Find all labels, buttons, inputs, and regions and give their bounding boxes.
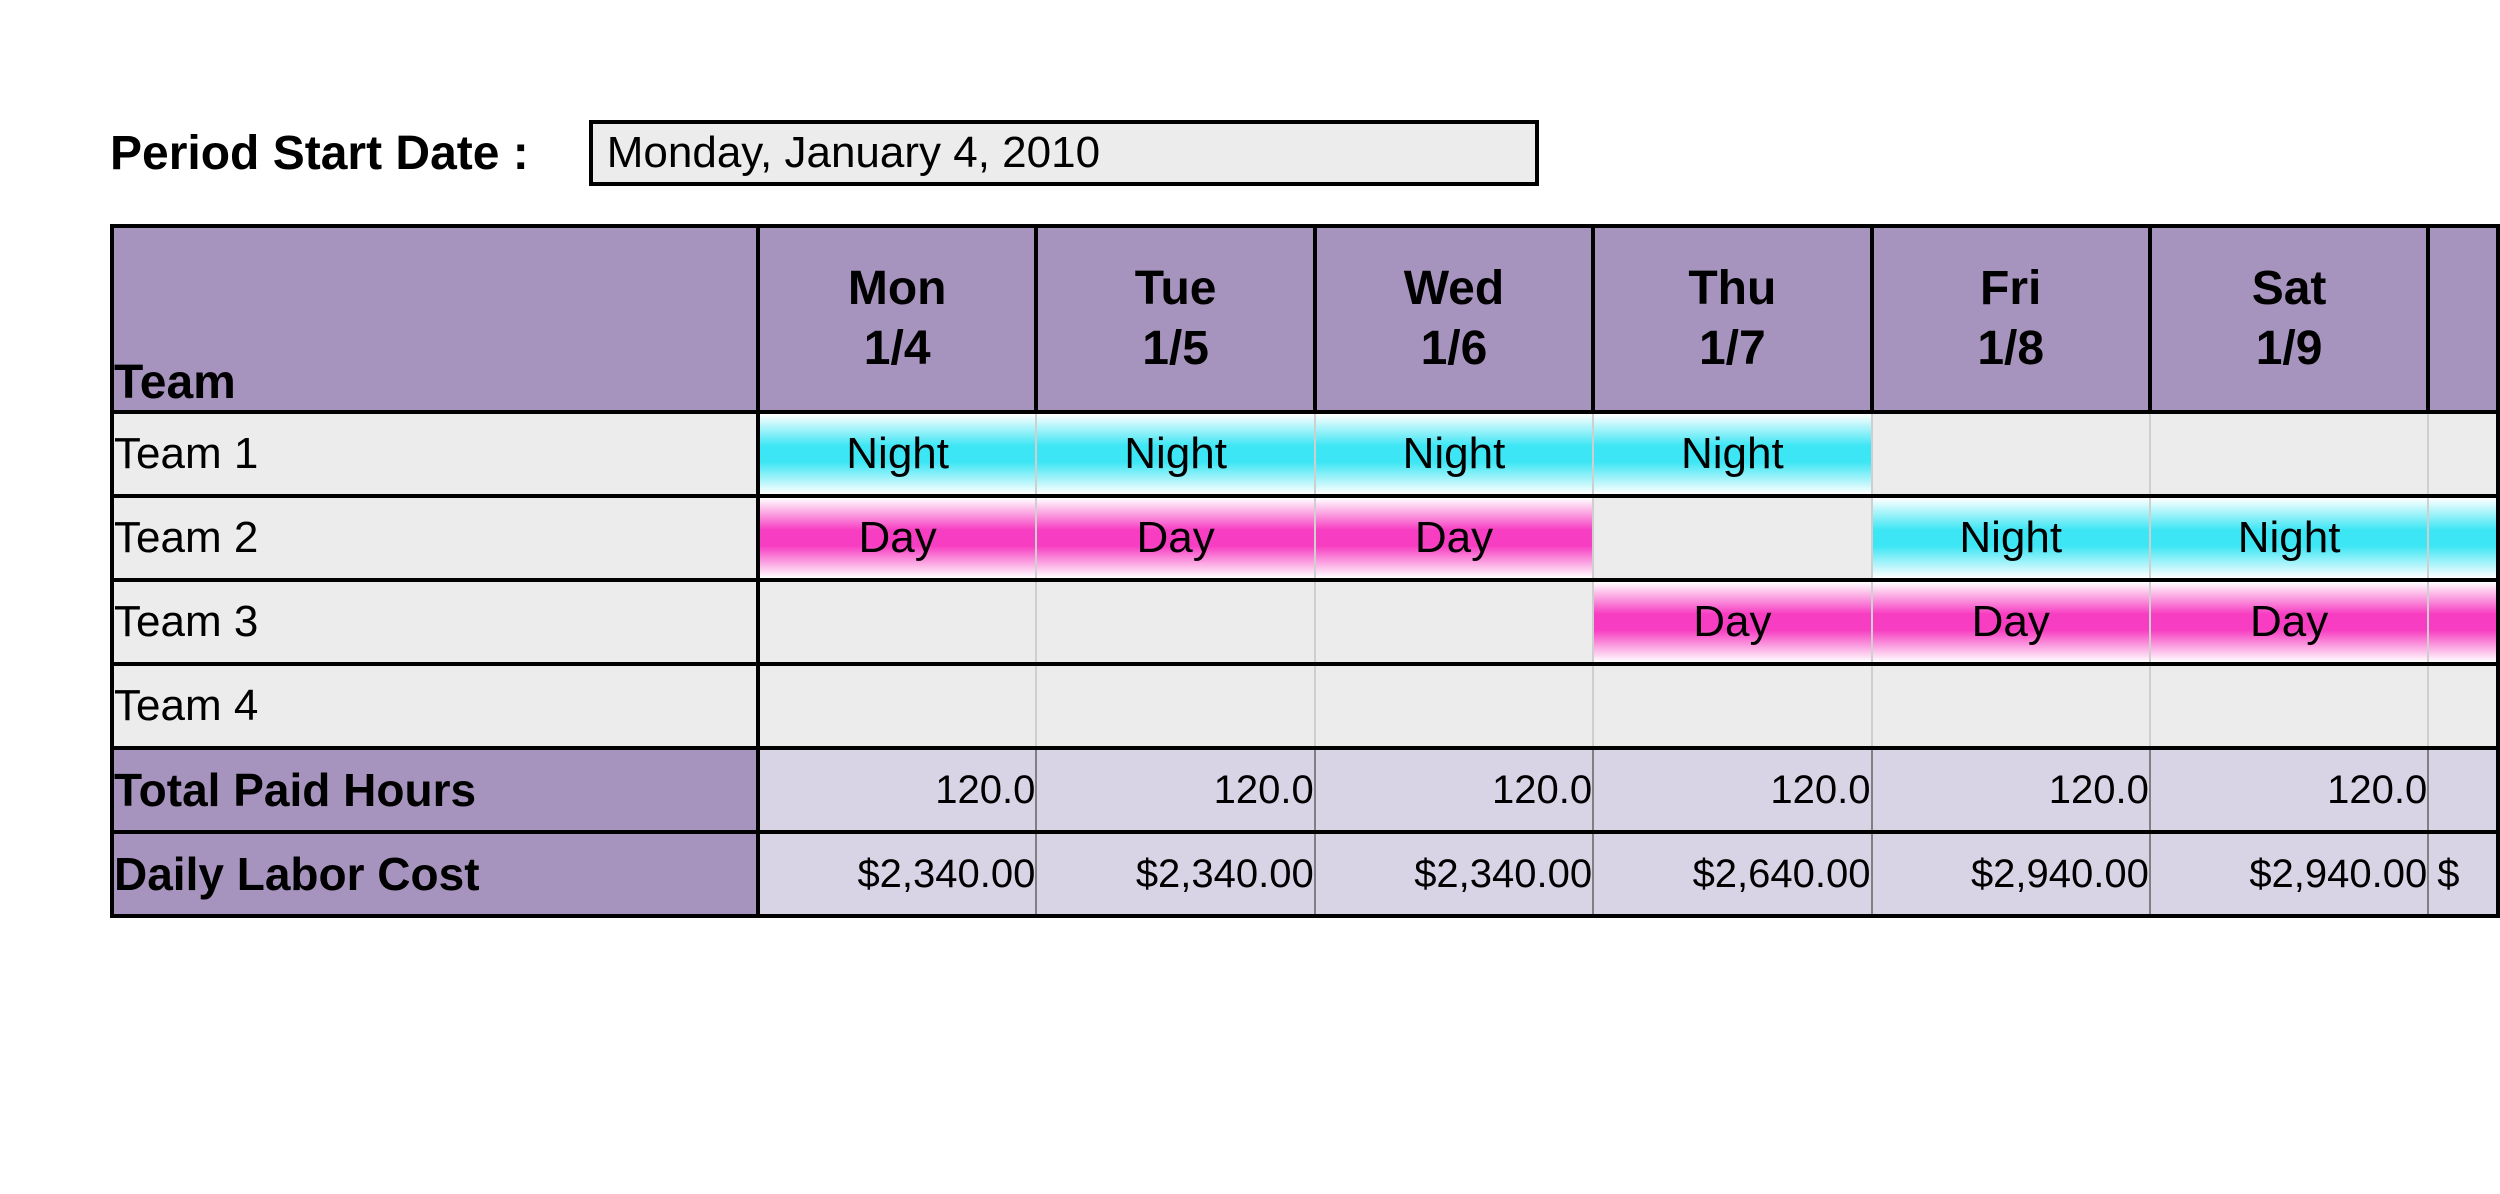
total-hours-val: 120.0 <box>1036 748 1314 832</box>
header-col-fri: Fri 1/8 <box>1872 226 2150 412</box>
total-hours-label: Total Paid Hours <box>112 748 758 832</box>
shift-cell[interactable] <box>2150 412 2428 496</box>
header-dow: Fri <box>1874 259 2148 319</box>
shift-cell[interactable] <box>2428 496 2498 580</box>
shift-cell[interactable] <box>2428 412 2498 496</box>
labor-cost-val: $2,340.00 <box>1036 832 1314 916</box>
team-name: Team 3 <box>112 580 758 664</box>
header-col-mon: Mon 1/4 <box>758 226 1036 412</box>
header-dow: Tue <box>1038 259 1312 319</box>
shift-cell[interactable]: Day <box>2150 580 2428 664</box>
shift-cell[interactable]: Day <box>1872 580 2150 664</box>
header-col-sat: Sat 1/9 <box>2150 226 2428 412</box>
shift-cell[interactable]: Night <box>2150 496 2428 580</box>
header-mdd: 1/6 <box>1317 319 1591 379</box>
total-hours-val: 120.0 <box>758 748 1036 832</box>
shift-cell[interactable] <box>1872 412 2150 496</box>
schedule-page: Period Start Date : Monday, January 4, 2… <box>0 0 2500 1194</box>
header-mdd: 1/9 <box>2152 319 2426 379</box>
team-name: Team 1 <box>112 412 758 496</box>
shift-cell[interactable] <box>758 580 1036 664</box>
labor-cost-val: $ <box>2428 832 2498 916</box>
shift-cell[interactable] <box>758 664 1036 748</box>
labor-cost-val: $2,940.00 <box>1872 832 2150 916</box>
header-mdd: 1/5 <box>1038 319 1312 379</box>
period-start-input[interactable]: Monday, January 4, 2010 <box>589 120 1539 186</box>
table-row-team2: Team 2 Day Day Day Night Night <box>112 496 2498 580</box>
header-row: Team Mon 1/4 Tue 1/5 Wed 1/6 Thu 1/7 Fri… <box>112 226 2498 412</box>
header-dow: Thu <box>1595 259 1869 319</box>
header-mdd: 1/4 <box>760 319 1034 379</box>
table-row-team4: Team 4 <box>112 664 2498 748</box>
shift-cell[interactable] <box>1593 496 1871 580</box>
shift-cell[interactable] <box>1036 664 1314 748</box>
labor-cost-val: $2,340.00 <box>1315 832 1593 916</box>
team-name: Team 4 <box>112 664 758 748</box>
header-team: Team <box>112 226 758 412</box>
shift-cell[interactable] <box>1872 664 2150 748</box>
shift-cell[interactable] <box>2428 580 2498 664</box>
labor-cost-label: Daily Labor Cost <box>112 832 758 916</box>
period-row: Period Start Date : Monday, January 4, 2… <box>110 120 2500 186</box>
shift-cell[interactable] <box>1315 664 1593 748</box>
labor-cost-val: $2,940.00 <box>2150 832 2428 916</box>
table-row-team1: Team 1 Night Night Night Night <box>112 412 2498 496</box>
header-dow: Mon <box>760 259 1034 319</box>
shift-cell[interactable] <box>1315 580 1593 664</box>
header-dow: Sat <box>2152 259 2426 319</box>
labor-cost-val: $2,340.00 <box>758 832 1036 916</box>
shift-cell[interactable] <box>1036 580 1314 664</box>
total-hours-val: 120.0 <box>1593 748 1871 832</box>
row-total-paid-hours: Total Paid Hours 120.0 120.0 120.0 120.0… <box>112 748 2498 832</box>
shift-cell[interactable]: Night <box>1315 412 1593 496</box>
shift-cell[interactable]: Day <box>758 496 1036 580</box>
header-col-wed: Wed 1/6 <box>1315 226 1593 412</box>
total-hours-val: 120.0 <box>1872 748 2150 832</box>
shift-cell[interactable] <box>1593 664 1871 748</box>
shift-cell[interactable]: Night <box>1872 496 2150 580</box>
shift-cell[interactable] <box>2428 664 2498 748</box>
header-col-tue: Tue 1/5 <box>1036 226 1314 412</box>
row-daily-labor-cost: Daily Labor Cost $2,340.00 $2,340.00 $2,… <box>112 832 2498 916</box>
labor-cost-val: $2,640.00 <box>1593 832 1871 916</box>
header-mdd: 1/7 <box>1595 319 1869 379</box>
header-dow: Wed <box>1317 259 1591 319</box>
total-hours-val: 120.0 <box>2150 748 2428 832</box>
header-col-thu: Thu 1/7 <box>1593 226 1871 412</box>
shift-cell[interactable]: Night <box>758 412 1036 496</box>
shift-cell[interactable]: Day <box>1315 496 1593 580</box>
team-name: Team 2 <box>112 496 758 580</box>
shift-cell[interactable]: Night <box>1593 412 1871 496</box>
header-mdd: 1/8 <box>1874 319 2148 379</box>
total-hours-val <box>2428 748 2498 832</box>
shift-cell[interactable]: Night <box>1036 412 1314 496</box>
total-hours-val: 120.0 <box>1315 748 1593 832</box>
table-row-team3: Team 3 Day Day Day <box>112 580 2498 664</box>
schedule-table: Team Mon 1/4 Tue 1/5 Wed 1/6 Thu 1/7 Fri… <box>110 224 2500 918</box>
period-start-label: Period Start Date : <box>110 126 529 181</box>
shift-cell[interactable] <box>2150 664 2428 748</box>
shift-cell[interactable]: Day <box>1593 580 1871 664</box>
shift-cell[interactable]: Day <box>1036 496 1314 580</box>
header-col-partial <box>2428 226 2498 412</box>
